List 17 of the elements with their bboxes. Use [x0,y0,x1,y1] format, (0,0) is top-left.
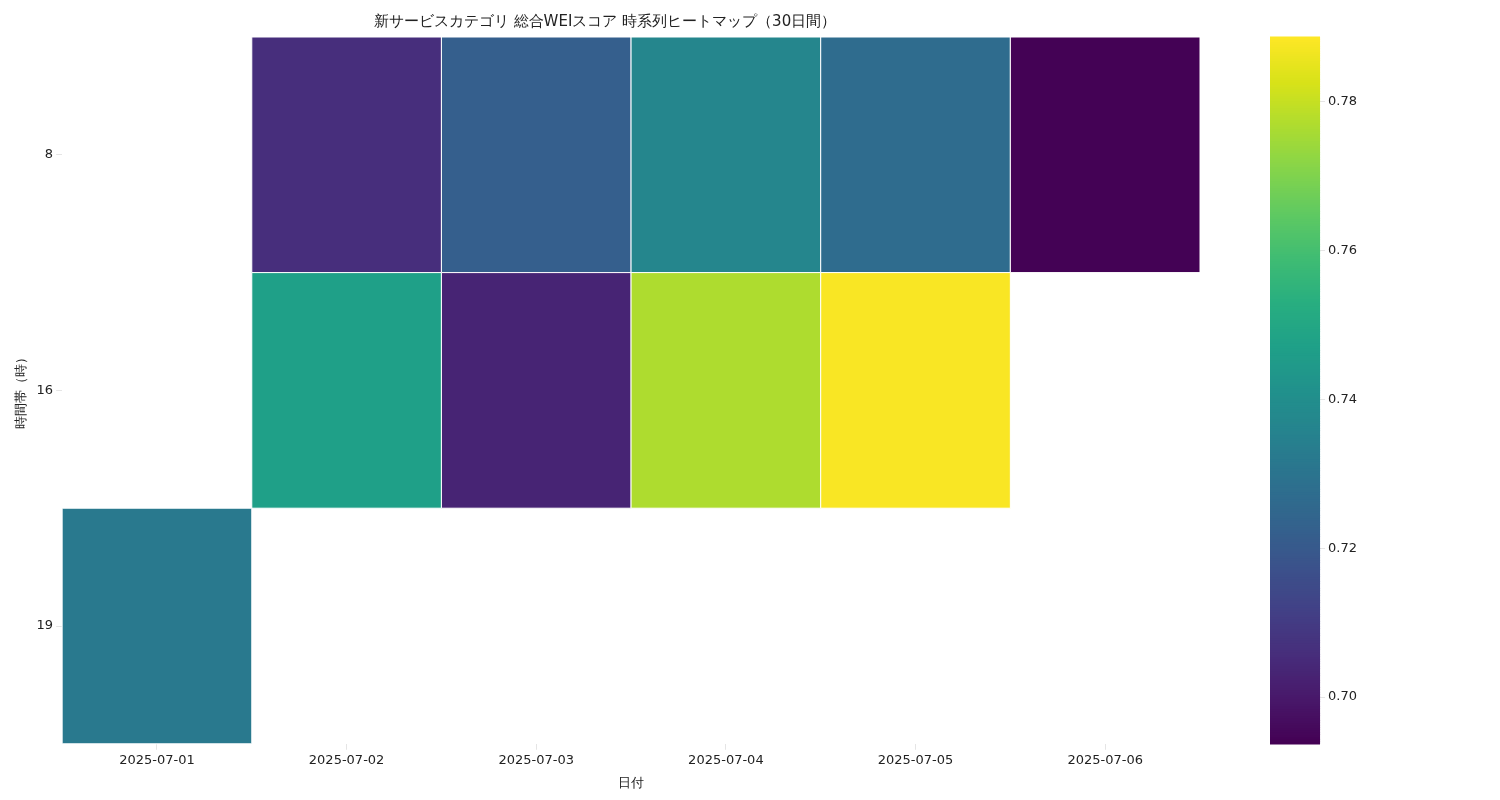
color-bar-label: 0.76 [1328,241,1358,257]
x-tick-label: 2025-07-02 [308,751,385,767]
x-tick-label: 2025-07-06 [1067,751,1143,767]
chart-title: 新サービスカテゴリ 総合WEIスコア 時系列ヒートマップ（30日間） [373,11,837,30]
color-bar-label: 0.70 [1328,688,1358,704]
color-bar-label: 0.78 [1328,93,1358,109]
y-tick-label: 8 [44,146,54,162]
x-tick-label: 2025-07-04 [688,751,764,767]
x-tick-label: 2025-07-03 [498,751,575,767]
x-axis-title: 日付 [618,774,645,790]
color-bar-label: 0.72 [1328,539,1358,555]
y-tick-label: 19 [36,617,54,633]
color-bar-label: 0.74 [1328,390,1358,406]
y-tick-label: 16 [36,381,54,397]
y-axis-title: 時間帯（時） [13,351,29,430]
x-tick-label: 2025-07-01 [119,751,195,767]
x-tick-label: 2025-07-05 [877,751,954,767]
